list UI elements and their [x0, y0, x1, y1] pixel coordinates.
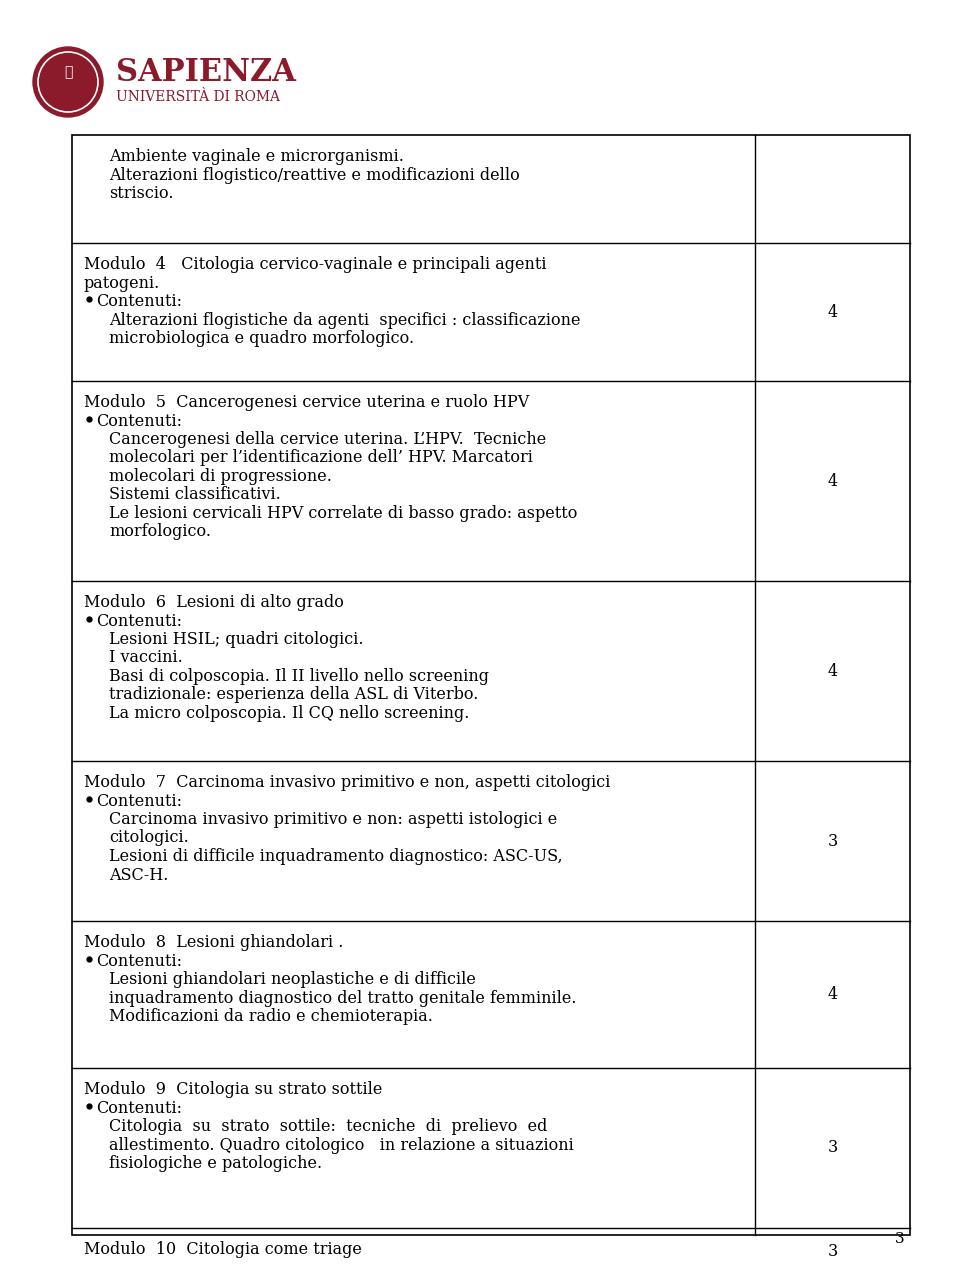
Text: 3: 3: [895, 1232, 905, 1246]
Text: Contenuti:: Contenuti:: [96, 1100, 182, 1116]
Text: UNIVERSITÀ DI ROMA: UNIVERSITÀ DI ROMA: [116, 90, 280, 104]
Text: Cancerogenesi della cervice uterina. L’HPV.  Tecniche: Cancerogenesi della cervice uterina. L’H…: [109, 431, 546, 447]
Text: Modificazioni da radio e chemioterapia.: Modificazioni da radio e chemioterapia.: [109, 1007, 433, 1025]
Text: molecolari per l’identificazione dell’ HPV. Marcatori: molecolari per l’identificazione dell’ H…: [109, 450, 533, 466]
Text: Citologia  su  strato  sottile:  tecniche  di  prelievo  ed: Citologia su strato sottile: tecniche di…: [109, 1117, 547, 1135]
Text: 4: 4: [828, 473, 837, 489]
Text: Alterazioni flogistico/reattive e modificazioni dello: Alterazioni flogistico/reattive e modifi…: [109, 167, 519, 183]
Text: 4: 4: [828, 986, 837, 1004]
Text: 🦅: 🦅: [63, 64, 72, 80]
Text: morfologico.: morfologico.: [109, 523, 211, 541]
Circle shape: [33, 47, 103, 118]
Text: Modulo  7  Carcinoma invasivo primitivo e non, aspetti citologici: Modulo 7 Carcinoma invasivo primitivo e …: [84, 774, 611, 791]
Text: La micro colposcopia. Il CQ nello screening.: La micro colposcopia. Il CQ nello screen…: [109, 705, 469, 722]
Text: inquadramento diagnostico del tratto genitale femminile.: inquadramento diagnostico del tratto gen…: [109, 990, 577, 1006]
Text: Contenuti:: Contenuti:: [96, 953, 182, 969]
Text: molecolari di progressione.: molecolari di progressione.: [109, 468, 332, 485]
Text: microbiologica e quadro morfologico.: microbiologica e quadro morfologico.: [109, 330, 414, 348]
Text: 3: 3: [828, 1140, 838, 1157]
Text: Contenuti:: Contenuti:: [96, 613, 182, 629]
Text: SAPIENZA: SAPIENZA: [116, 57, 296, 87]
Text: Contenuti:: Contenuti:: [96, 793, 182, 809]
Text: 3: 3: [828, 1243, 838, 1260]
Text: tradizionale: esperienza della ASL di Viterbo.: tradizionale: esperienza della ASL di Vi…: [109, 686, 478, 704]
Text: Ambiente vaginale e microrganismi.: Ambiente vaginale e microrganismi.: [109, 148, 404, 166]
Text: Basi di colposcopia. Il II livello nello screening: Basi di colposcopia. Il II livello nello…: [109, 667, 489, 685]
Text: patogeni.: patogeni.: [84, 274, 160, 292]
Text: Modulo  6  Lesioni di alto grado: Modulo 6 Lesioni di alto grado: [84, 594, 344, 611]
Text: 3: 3: [828, 833, 838, 849]
Text: Modulo  9  Citologia su strato sottile: Modulo 9 Citologia su strato sottile: [84, 1081, 382, 1098]
Text: Le lesioni cervicali HPV correlate di basso grado: aspetto: Le lesioni cervicali HPV correlate di ba…: [109, 506, 577, 522]
Text: 4: 4: [828, 662, 837, 680]
Text: citologici.: citologici.: [109, 829, 189, 847]
Text: Lesioni ghiandolari neoplastiche e di difficile: Lesioni ghiandolari neoplastiche e di di…: [109, 971, 476, 988]
Text: 4: 4: [828, 303, 837, 321]
Text: Modulo  5  Cancerogenesi cervice uterina e ruolo HPV: Modulo 5 Cancerogenesi cervice uterina e…: [84, 394, 529, 411]
Text: fisiologiche e patologiche.: fisiologiche e patologiche.: [109, 1155, 323, 1172]
Text: striscio.: striscio.: [109, 185, 174, 202]
Text: Lesioni HSIL; quadri citologici.: Lesioni HSIL; quadri citologici.: [109, 631, 364, 648]
Text: Contenuti:: Contenuti:: [96, 293, 182, 310]
Bar: [72, 135, 910, 1235]
Text: ASC-H.: ASC-H.: [109, 867, 168, 884]
Text: Alterazioni flogistiche da agenti  specifici : classificazione: Alterazioni flogistiche da agenti specif…: [109, 311, 581, 329]
Text: Modulo  8  Lesioni ghiandolari .: Modulo 8 Lesioni ghiandolari .: [84, 934, 344, 951]
Text: I vaccini.: I vaccini.: [109, 650, 182, 666]
Text: allestimento. Quadro citologico   in relazione a situazioni: allestimento. Quadro citologico in relaz…: [109, 1136, 574, 1154]
Text: Contenuti:: Contenuti:: [96, 412, 182, 430]
Text: Sistemi classificativi.: Sistemi classificativi.: [109, 487, 280, 503]
Text: Modulo  10  Citologia come triage: Modulo 10 Citologia come triage: [84, 1241, 362, 1258]
Text: Carcinoma invasivo primitivo e non: aspetti istologici e: Carcinoma invasivo primitivo e non: aspe…: [109, 811, 557, 828]
Text: Modulo  4   Citologia cervico-vaginale e principali agenti: Modulo 4 Citologia cervico-vaginale e pr…: [84, 257, 546, 273]
Text: Lesioni di difficile inquadramento diagnostico: ASC-US,: Lesioni di difficile inquadramento diagn…: [109, 848, 563, 865]
